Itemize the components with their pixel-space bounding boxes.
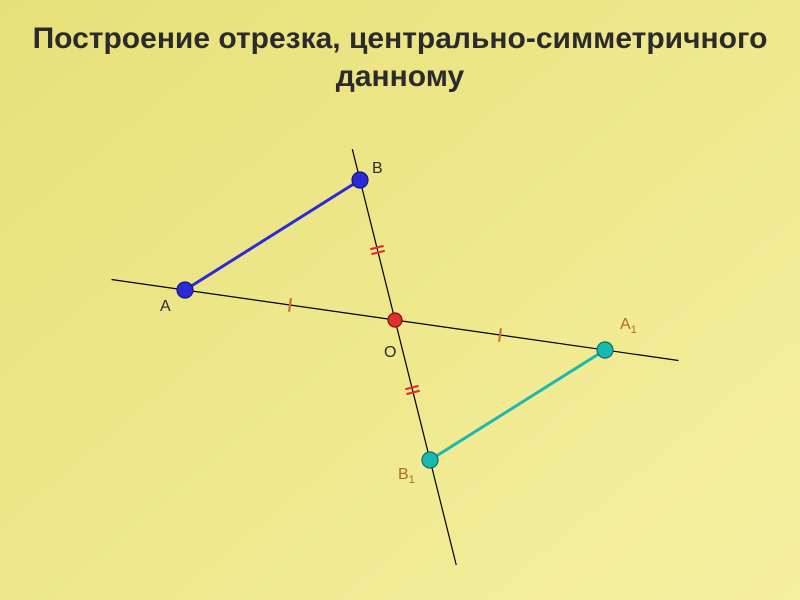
page-title: Построение отрезка, центрально-симметрич…: [0, 20, 800, 95]
tick-OA1: [499, 329, 501, 341]
tick-OB1: [407, 391, 419, 394]
segment-AB: [185, 180, 360, 290]
segment-A1B1: [430, 350, 605, 460]
line-B-O-B1: [352, 149, 456, 565]
label-A1: А1: [620, 316, 637, 336]
label-B1: В1: [398, 466, 415, 486]
diagram-stage: Построение отрезка, центрально-симметрич…: [0, 0, 800, 600]
point-A1: [597, 342, 613, 358]
tick-OB: [372, 251, 384, 254]
point-A: [177, 282, 193, 298]
point-B: [352, 172, 368, 188]
label-B: В: [372, 160, 383, 178]
label-O: О: [384, 344, 396, 362]
tick-OB1: [406, 386, 418, 389]
tick-OB: [371, 246, 383, 249]
label-A: А: [160, 298, 171, 316]
tick-OA: [289, 299, 291, 311]
point-B1: [422, 452, 438, 468]
point-O: [388, 313, 402, 327]
